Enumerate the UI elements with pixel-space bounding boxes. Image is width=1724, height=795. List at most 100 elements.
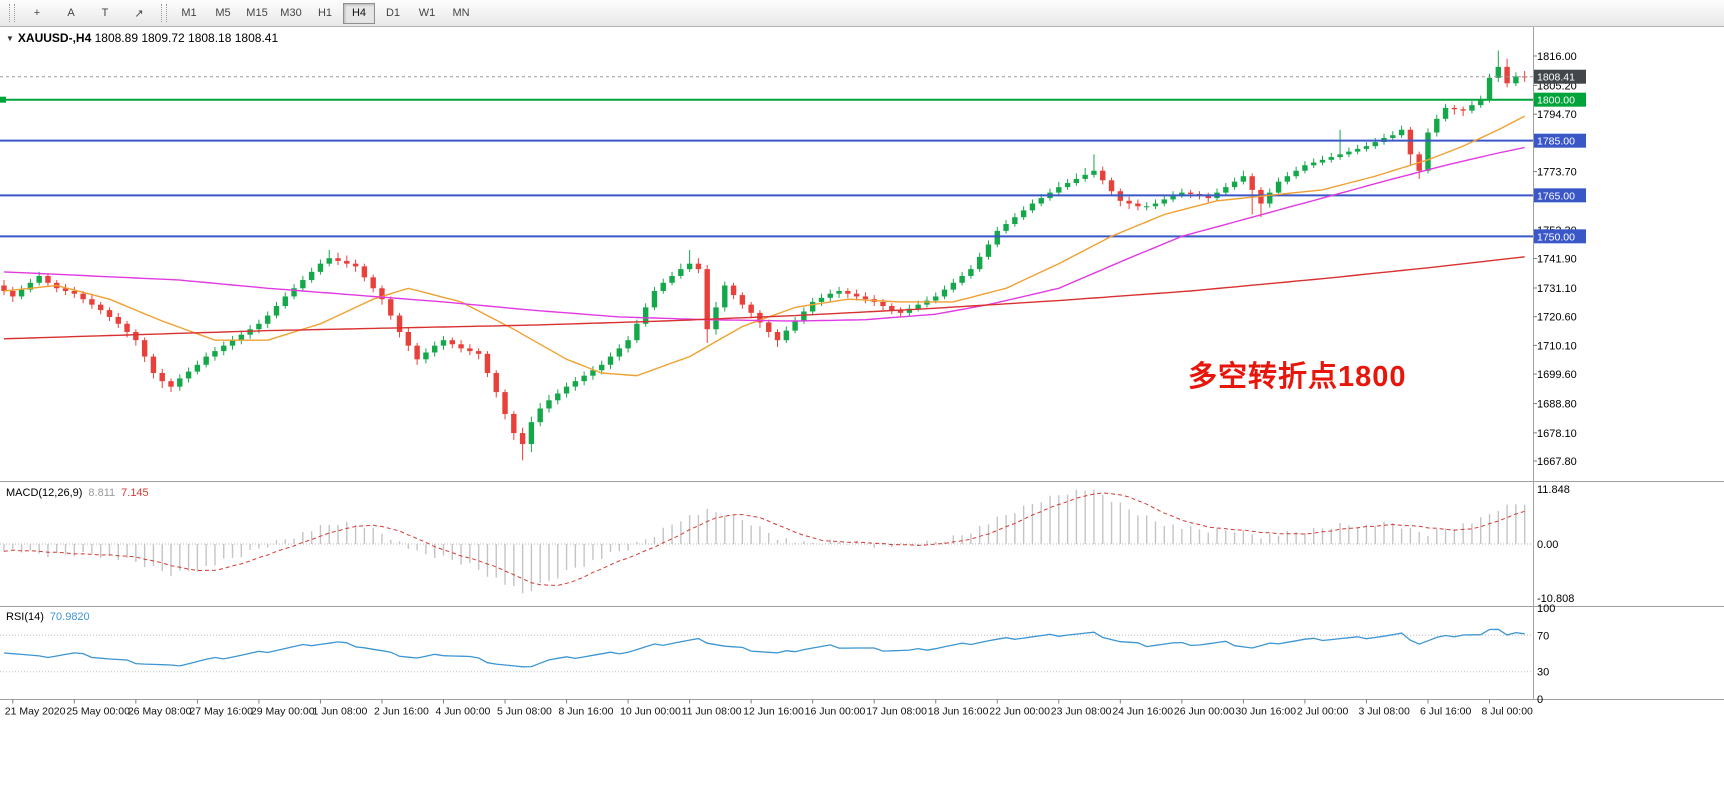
- candle-down: [511, 413, 517, 434]
- macd-scale-label: 11.848: [1537, 484, 1570, 496]
- candle-down: [1249, 176, 1255, 190]
- candle-up: [18, 289, 25, 297]
- time-label: 24 Jun 16:00: [1112, 706, 1173, 718]
- candle-down: [449, 340, 455, 345]
- toolbar-grip[interactable]: [9, 4, 15, 22]
- candle-up: [1442, 107, 1449, 119]
- crosshair-icon[interactable]: +: [33, 7, 41, 19]
- candle-up: [915, 304, 921, 309]
- candle-down: [405, 331, 412, 346]
- timeframe-button-m5[interactable]: M5: [215, 7, 231, 19]
- candle-up: [572, 381, 579, 387]
- candle-up: [194, 364, 201, 372]
- ohlc-readout: 1808.89 1809.72 1808.18 1808.41: [94, 31, 279, 45]
- cursor-tool-icon[interactable]: A: [67, 7, 75, 19]
- candle-up: [1486, 77, 1493, 100]
- candle-down: [1407, 129, 1414, 155]
- candle-down: [897, 310, 904, 313]
- candle-down: [1205, 195, 1211, 199]
- hline-handle[interactable]: [0, 96, 6, 103]
- timeframe-button-m30[interactable]: M30: [280, 7, 302, 19]
- chart-text-annotation[interactable]: 多空转折点1800: [1188, 361, 1407, 393]
- candle-up: [423, 352, 429, 360]
- candle-up: [1495, 66, 1501, 78]
- current-price-badge-label: 1808.41: [1537, 72, 1575, 84]
- rsi-line: [3, 628, 1525, 668]
- chart-area[interactable]: 1816.001805.201794.701773.701752.301741.…: [0, 27, 1724, 795]
- candle-up: [985, 244, 992, 257]
- candle-down: [862, 296, 869, 300]
- candle-up: [1223, 187, 1229, 193]
- ma-fast-orange: [3, 115, 1526, 377]
- time-label: 29 May 00:00: [251, 706, 315, 718]
- price-tick-label: 1773.70: [1537, 167, 1577, 179]
- candle-up: [537, 408, 543, 423]
- candle-down: [484, 353, 491, 373]
- candle-up: [1372, 142, 1378, 147]
- candle-down: [97, 304, 104, 311]
- candle-up: [941, 289, 948, 297]
- candle-up: [36, 275, 42, 283]
- candle-down: [1100, 170, 1106, 181]
- candle-up: [1144, 206, 1150, 208]
- price-tick-label: 1678.10: [1537, 428, 1577, 440]
- rsi-scale-label: 100: [1537, 603, 1555, 615]
- candle-up: [563, 386, 570, 394]
- symbol-dropdown-icon[interactable]: ▼: [6, 34, 14, 44]
- price-tick-label: 1688.80: [1537, 399, 1577, 411]
- candle-down: [845, 290, 851, 294]
- candle-up: [625, 340, 631, 349]
- macd-main-value: 8.811: [88, 487, 116, 499]
- candle-up: [1240, 176, 1247, 182]
- price-tick-label: 1699.60: [1537, 369, 1577, 381]
- timeframe-button-mn[interactable]: MN: [452, 7, 470, 19]
- candle-down: [115, 316, 121, 324]
- candle-down: [414, 345, 420, 360]
- chart-canvas[interactable]: 1816.001805.201794.701773.701752.301741.…: [0, 27, 1724, 795]
- price-tick-label: 1731.10: [1537, 283, 1577, 295]
- candle-up: [581, 375, 587, 382]
- candle-up: [590, 370, 596, 376]
- time-label: 2 Jun 16:00: [374, 706, 429, 718]
- candle-down: [774, 331, 781, 341]
- candle-up: [273, 306, 280, 316]
- candle-up: [1354, 148, 1361, 152]
- candle-up: [801, 311, 807, 322]
- timeframe-button-m15[interactable]: M15: [246, 7, 268, 19]
- candle-up: [1275, 181, 1282, 193]
- candle-down: [168, 381, 174, 387]
- time-label: 6 Jul 16:00: [1420, 706, 1472, 718]
- candle-down: [150, 356, 157, 373]
- timeframe-button-w1[interactable]: W1: [418, 7, 436, 19]
- time-label: 11 Jun 08:00: [682, 706, 742, 718]
- candle-up: [1302, 165, 1308, 171]
- candle-up: [686, 263, 693, 270]
- candle-up: [555, 393, 561, 401]
- candle-down: [10, 290, 16, 297]
- price-tick-label: 1667.80: [1537, 456, 1577, 468]
- candle-up: [994, 230, 1000, 245]
- candle-up: [818, 297, 825, 302]
- candle-up: [660, 282, 666, 291]
- candle-up: [1170, 195, 1176, 200]
- macd-scale-label: 0.00: [1537, 539, 1558, 551]
- timeframe-button-h4[interactable]: H4: [343, 2, 375, 24]
- timeframe-button-m1[interactable]: M1: [181, 7, 197, 19]
- time-label: 21 May 2020: [5, 706, 66, 718]
- text-tool-icon[interactable]: T: [101, 7, 109, 19]
- ma-mid-magenta: [3, 146, 1525, 322]
- rsi-name: RSI(14): [6, 611, 44, 623]
- candle-up: [792, 321, 798, 331]
- timeframe-button-d1[interactable]: D1: [385, 7, 401, 19]
- timeframe-button-h1[interactable]: H1: [317, 7, 333, 19]
- toolbar: + A T ↗ M1 M5 M15 M30 H1 H4 D1 W1 MN: [0, 0, 1724, 27]
- toolbar-grip[interactable]: [161, 4, 167, 22]
- candle-down: [141, 340, 148, 357]
- candle-up: [247, 329, 253, 335]
- trendline-tool-icon[interactable]: ↗: [134, 7, 144, 20]
- price-badge-1765.00: [1534, 188, 1586, 203]
- time-label: 4 Jun 00:00: [436, 706, 491, 718]
- candle-up: [229, 340, 236, 346]
- time-label: 2 Jul 00:00: [1297, 706, 1349, 718]
- time-label: 10 Jun 00:00: [620, 706, 681, 718]
